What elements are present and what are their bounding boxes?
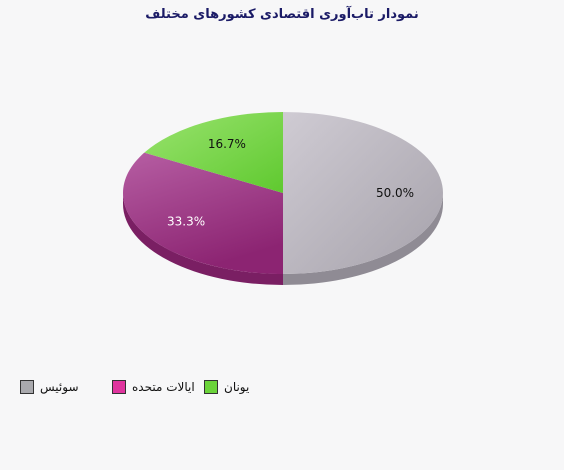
chart-title: نمودار تاب‌آوری اقتصادی کشورهای مختلف — [145, 7, 419, 22]
legend-item-greece: یونان — [204, 378, 249, 396]
pie-slice-greece — [144, 112, 283, 193]
legend-swatch-united-states — [112, 380, 126, 394]
legend-item-united-states: ایالات متحده — [112, 378, 195, 396]
pie-slice-switzerland — [283, 112, 443, 274]
legend-label-greece: یونان — [224, 380, 250, 394]
pie-slice-side-switzerland — [283, 193, 443, 285]
slice-label-switzerland: 50.0% — [376, 186, 414, 200]
legend-swatch-switzerland — [20, 380, 34, 394]
slice-label-united-states: 33.3% — [167, 214, 205, 228]
pie-slice-united-states — [123, 152, 283, 274]
pie-slice-side-united-states — [123, 193, 283, 285]
slice-label-greece: 16.7% — [208, 137, 246, 151]
legend-label-switzerland: سوئیس — [40, 380, 79, 394]
legend-swatch-greece — [204, 380, 218, 394]
legend-label-united-states: ایالات متحده — [132, 380, 195, 394]
legend-item-switzerland: سوئیس — [20, 378, 79, 396]
chart-legend: سوئیس ایالات متحده یونان — [20, 378, 280, 398]
